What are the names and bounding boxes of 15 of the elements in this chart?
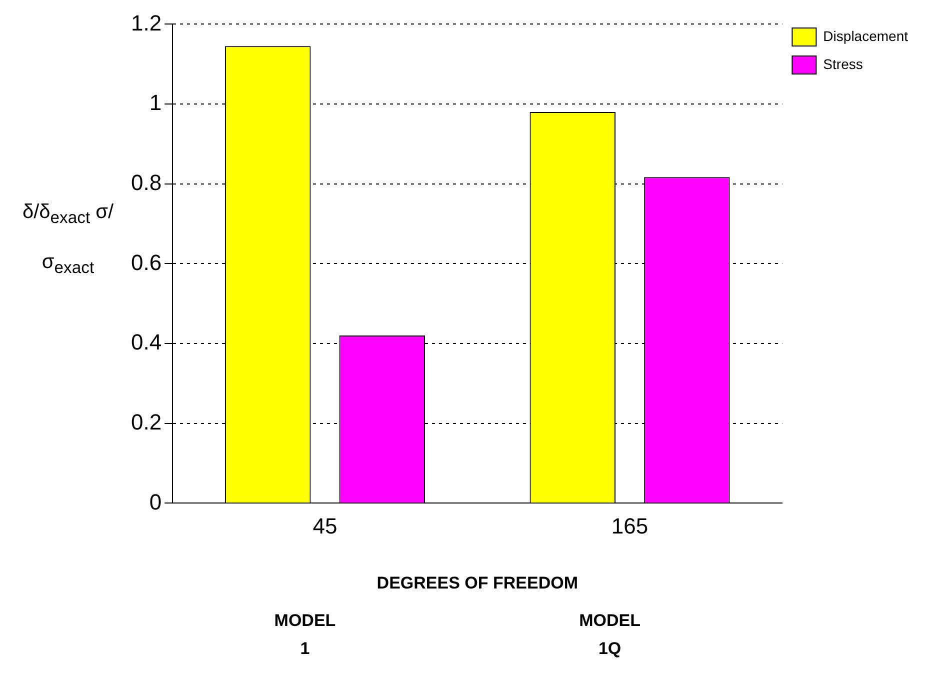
- text: δ/δ$_{exact}$ σ/σ$_{exact}$: [22, 201, 114, 277]
- y-tick-label: 1: [149, 90, 162, 116]
- text: MODEL 1Q: [579, 611, 640, 658]
- y-tick-label: 0.2: [130, 409, 162, 434]
- legend-label: Stress: [823, 56, 863, 72]
- x-tick-label: 165: [611, 513, 648, 538]
- y-tick-label: 0.8: [130, 170, 162, 195]
- x-axis-title: DEGREES OF FREEDOM: [376, 573, 578, 592]
- y-tick-label: 1.2: [130, 10, 162, 36]
- y-tick-label: 0: [149, 489, 162, 514]
- y-tick-label: 0.6: [130, 250, 162, 275]
- legend-label: Displacement: [823, 28, 908, 44]
- text: MODEL 1: [274, 611, 336, 658]
- x-tick-label: 45: [312, 513, 338, 538]
- y-tick-label: 0.4: [130, 330, 162, 355]
